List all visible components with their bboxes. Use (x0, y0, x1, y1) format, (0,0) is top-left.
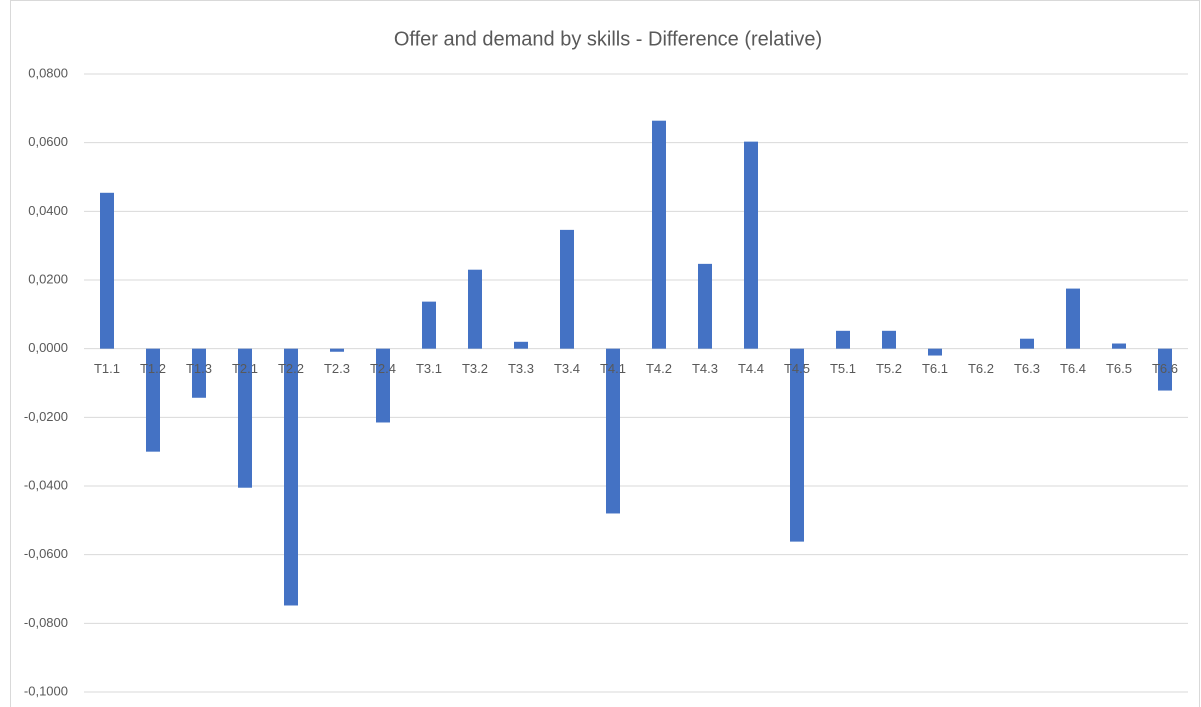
x-tick-label: T4.3 (692, 361, 718, 376)
x-tick-label: T1.1 (94, 361, 120, 376)
bar (514, 341, 528, 349)
x-tick-label: T3.2 (462, 361, 488, 376)
x-tick-label: T1.3 (186, 361, 212, 376)
y-tick-label: -0,1000 (24, 683, 68, 698)
x-tick-label: T6.3 (1014, 361, 1040, 376)
x-tick-label: T2.2 (278, 361, 304, 376)
y-tick-label: 0,0800 (28, 65, 68, 80)
bar (560, 229, 574, 349)
bar (100, 192, 114, 349)
x-tick-label: T4.4 (738, 361, 764, 376)
y-tick-label: -0,0600 (24, 546, 68, 561)
x-tick-label: T3.3 (508, 361, 534, 376)
x-tick-label: T4.2 (646, 361, 672, 376)
chart-border (10, 0, 1200, 707)
bar (146, 348, 160, 452)
y-tick-label: -0,0200 (24, 409, 68, 424)
x-tick-label: T4.5 (784, 361, 810, 376)
bar (744, 141, 758, 349)
bar (698, 263, 712, 349)
x-tick-label: T5.2 (876, 361, 902, 376)
x-tick-label: T1.2 (140, 361, 166, 376)
bar (836, 330, 850, 349)
bar (882, 330, 896, 349)
x-tick-label: T6.1 (922, 361, 948, 376)
x-tick-label: T4.1 (600, 361, 626, 376)
y-tick-label: -0,0400 (24, 477, 68, 492)
bar (376, 348, 390, 423)
bar (1066, 288, 1080, 349)
x-tick-label: T3.1 (416, 361, 442, 376)
bar (1112, 343, 1126, 349)
bar (468, 269, 482, 349)
chart-title: Offer and demand by skills - Difference … (394, 28, 822, 50)
y-tick-label: 0,0400 (28, 203, 68, 218)
y-tick-label: 0,0000 (28, 340, 68, 355)
x-tick-label: T6.2 (968, 361, 994, 376)
x-tick-label: T2.1 (232, 361, 258, 376)
bar (790, 348, 804, 542)
y-tick-label: 0,0600 (28, 134, 68, 149)
bar (652, 120, 666, 349)
bar (422, 301, 436, 349)
x-tick-label: T2.3 (324, 361, 350, 376)
x-tick-label: T6.6 (1152, 361, 1178, 376)
bar (238, 348, 252, 488)
bar (284, 348, 298, 606)
x-tick-label: T2.4 (370, 361, 396, 376)
bar (1158, 348, 1172, 391)
bar (606, 348, 620, 514)
bar (330, 348, 344, 352)
x-tick-label: T5.1 (830, 361, 856, 376)
y-tick-label: -0,0800 (24, 615, 68, 630)
x-tick-label: T3.4 (554, 361, 580, 376)
x-tick-label: T6.4 (1060, 361, 1086, 376)
bar (1020, 338, 1034, 349)
x-tick-label: T6.5 (1106, 361, 1132, 376)
bar (192, 348, 206, 398)
bar (928, 348, 942, 356)
y-tick-label: 0,0200 (28, 271, 68, 286)
